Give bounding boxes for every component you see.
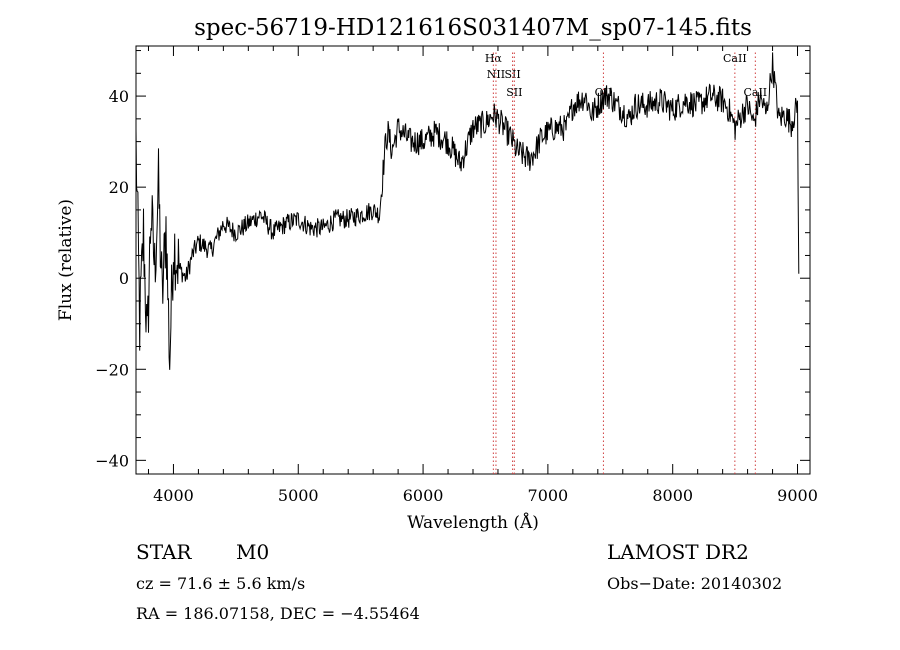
survey-label: LAMOST DR2 xyxy=(607,540,749,564)
y-tick-label: −20 xyxy=(95,360,129,379)
line-marker-label: CaII xyxy=(723,52,747,65)
line-marker-label: SII xyxy=(506,86,522,99)
x-tick-label: 6000 xyxy=(403,486,444,505)
x-tick-label: 5000 xyxy=(278,486,319,505)
y-tick-label: 0 xyxy=(119,269,129,288)
plot-frame xyxy=(135,45,811,475)
spectrum-line xyxy=(135,52,800,370)
y-tick-labels: −40 −20 0 20 40 xyxy=(95,87,129,470)
subclass-label: M0 xyxy=(236,540,270,564)
y-axis-label: Flux (relative) xyxy=(56,199,76,321)
x-tick-label: 9000 xyxy=(777,486,818,505)
x-tick-label: 8000 xyxy=(652,486,693,505)
obs-date-text: Obs−Date: 20140302 xyxy=(607,574,783,593)
y-tick-label: 40 xyxy=(109,87,129,106)
y-tick-label: 20 xyxy=(109,178,129,197)
line-marker-label: SII xyxy=(504,68,520,81)
series-group xyxy=(135,52,800,370)
object-type-label: STAR xyxy=(136,540,192,564)
redshift-text: cz = 71.6 ± 5.6 km/s xyxy=(136,574,306,593)
coords-text: RA = 186.07158, DEC = −4.55464 xyxy=(136,604,420,623)
chart-title: spec-56719-HD121616S031407M_sp07-145.fit… xyxy=(194,15,752,41)
line-marker-label: Hα xyxy=(485,52,503,65)
x-tick-label: 7000 xyxy=(528,486,569,505)
line-marker-label: NII xyxy=(487,68,505,81)
y-tick-label: −40 xyxy=(95,451,129,470)
x-axis-label: Wavelength (Å) xyxy=(407,512,539,533)
x-tick-label: 4000 xyxy=(153,486,194,505)
axis-ticks xyxy=(136,46,810,474)
x-tick-labels: 4000 5000 6000 7000 8000 9000 xyxy=(153,486,818,505)
